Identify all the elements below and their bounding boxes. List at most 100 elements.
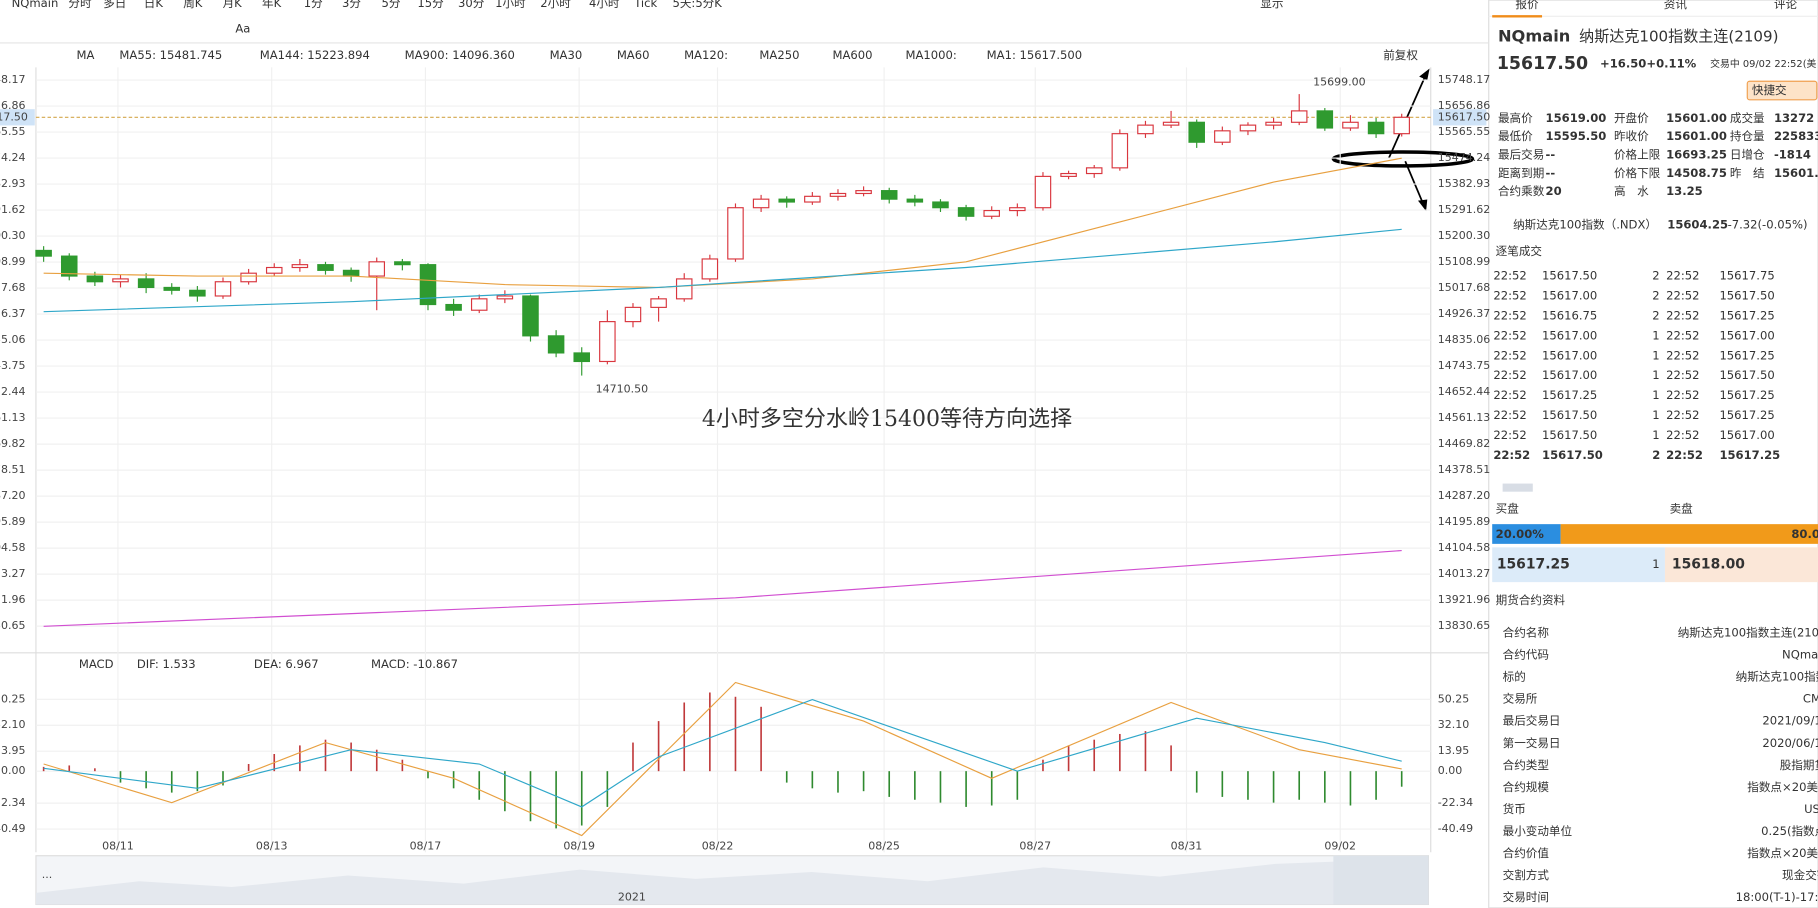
scroll-year: 2021	[618, 890, 646, 903]
trade-cell: 15617.25	[1719, 388, 1774, 402]
toolbar-tab[interactable]: 15分	[417, 0, 444, 10]
legend-entry-inactive[interactable]: MA60	[617, 48, 650, 62]
trade-cell: 2	[1652, 308, 1659, 322]
low-label: 14710.50	[596, 382, 649, 395]
toolbar-tab[interactable]: Tick	[633, 0, 657, 10]
side-panel	[1488, 0, 1818, 908]
stat-value: -1814	[1774, 147, 1811, 161]
y-tick-label: 14469.82	[1438, 437, 1491, 450]
toolbar-tab[interactable]: 分时	[68, 0, 92, 10]
quick-trade-button[interactable]	[1746, 80, 1818, 101]
y-tick-label: -40.49	[1438, 822, 1473, 835]
candle-body	[317, 264, 334, 271]
trade-cell: 22:52	[1666, 408, 1699, 422]
arrowhead	[1417, 199, 1428, 212]
toolbar-tab[interactable]: 2小时	[540, 0, 571, 10]
trade-cell: 15617.50	[1542, 428, 1597, 442]
toolbar-tab[interactable]: 月K	[223, 0, 243, 10]
legend-entry[interactable]: MA900: 14096.360	[405, 48, 515, 62]
trade-cell: 22:52	[1666, 269, 1699, 283]
trade-cell: 2	[1652, 269, 1659, 283]
stat-value: 16693.25	[1666, 147, 1727, 161]
toolbar-tab[interactable]: 5天:5分K	[672, 0, 722, 10]
y-tick-label: 14743.75	[1438, 359, 1491, 372]
annotation-text: 4小时多空分水岭15400等待方向选择	[702, 407, 1072, 432]
ask-box[interactable]	[1664, 547, 1818, 583]
legend-entry-inactive[interactable]: MA30	[550, 48, 583, 62]
y-tick-label: 14378.51	[1438, 463, 1491, 476]
toolbar-tab[interactable]: 年K	[262, 0, 282, 10]
candle-body	[1239, 124, 1257, 132]
y-tick-label-left: 15565.55	[0, 125, 26, 138]
info-label: 合约类型	[1503, 758, 1550, 772]
legend-entry[interactable]: MA55: 15481.745	[119, 48, 222, 62]
y-tick-label-left: 14743.75	[0, 359, 26, 372]
trade-cell: 22:52	[1666, 288, 1699, 302]
candle-body	[112, 278, 129, 283]
section-title: 逐笔成交	[1496, 244, 1543, 258]
toolbar-tab[interactable]: 1小时	[495, 0, 526, 10]
legend-entry-inactive[interactable]: MA250	[759, 48, 799, 62]
stat-label: 日增仓	[1730, 147, 1765, 161]
toolbar-tab[interactable]: 5分	[381, 0, 400, 10]
info-label: 合约规模	[1503, 780, 1550, 794]
candle-body	[957, 207, 975, 217]
legend-entry[interactable]: MACD: -10.867	[371, 657, 458, 671]
y-tick-label-left: 15291.62	[0, 203, 26, 216]
trade-cell: 15617.25	[1719, 308, 1774, 322]
trade-cell: 1	[1652, 328, 1659, 342]
toolbar-tab[interactable]: NQmain	[12, 0, 59, 10]
stat-label: 合约乘数	[1498, 184, 1545, 198]
trade-cell: 1	[1652, 408, 1659, 422]
x-tick-label: 08/31	[1171, 839, 1203, 852]
legend-entry[interactable]: DIF: 1.533	[137, 657, 196, 671]
panel-tab[interactable]: 评论	[1774, 0, 1798, 11]
trade-cell: 22:52	[1493, 368, 1526, 382]
info-value: 现金交割	[1782, 868, 1818, 882]
y-tick-label-left: 13.95	[0, 744, 26, 757]
toolbar-tab[interactable]: 4小时	[589, 0, 620, 10]
display-menu[interactable]: 显示	[1260, 0, 1283, 10]
legend-entry-inactive[interactable]: MA1000:	[906, 48, 957, 62]
y-tick-label: 14195.89	[1438, 515, 1491, 528]
book-sell-label: 卖盘	[1670, 502, 1694, 516]
info-value[interactable]: 纳斯达克100指数	[1736, 670, 1818, 684]
line-series	[43, 681, 1402, 837]
candle-body	[624, 306, 642, 323]
toolbar-tab[interactable]: 多日	[103, 0, 126, 10]
trade-cell: 15617.00	[1542, 348, 1597, 362]
quick-trade-label[interactable]: 快捷交	[1752, 83, 1787, 97]
candle-body	[445, 303, 462, 311]
legend-entry-inactive[interactable]: MA600	[832, 48, 872, 62]
font-button[interactable]: Aa	[235, 22, 250, 36]
panel-tab[interactable]: 报价	[1515, 0, 1539, 11]
toolbar-tab[interactable]: 3分	[342, 0, 361, 10]
y-tick-label-left: 14652.44	[0, 385, 26, 398]
bid-box[interactable]	[1492, 547, 1665, 583]
trade-cell: 15617.25	[1719, 448, 1780, 462]
panel-tab[interactable]: 资讯	[1664, 0, 1688, 11]
toolbar-tab[interactable]: 日K	[144, 0, 164, 10]
annotation-ellipse	[1331, 150, 1475, 168]
stat-label: 高 水	[1614, 184, 1649, 198]
price-tag-label-left: 15617.50	[0, 110, 28, 123]
info-label: 合约名称	[1503, 626, 1550, 640]
toolbar-tab[interactable]: 1分	[304, 0, 323, 10]
stat-label: 最高价	[1498, 111, 1533, 125]
y-tick-label: -22.34	[1438, 796, 1473, 809]
candle-body	[778, 198, 795, 203]
toolbar-tab[interactable]: 30分	[458, 0, 485, 10]
y-tick-label-left: -22.34	[0, 796, 26, 809]
index-name[interactable]: 纳斯达克100指数（.NDX）	[1513, 218, 1657, 232]
toolbar-tab[interactable]: 周K	[183, 0, 203, 10]
stat-value: 15595.50	[1546, 129, 1607, 143]
adjust-button[interactable]: 前复权	[1383, 48, 1418, 62]
legend-entry[interactable]: MA144: 15223.894	[260, 48, 370, 62]
stat-label: 昨 结	[1730, 166, 1765, 180]
legend-entry[interactable]: DEA: 6.967	[254, 657, 319, 671]
scroll-thumb[interactable]	[1333, 855, 1429, 905]
candle-body	[1290, 110, 1308, 123]
legend-entry-inactive[interactable]: MA120:	[684, 48, 728, 62]
price-tag	[1433, 109, 1487, 126]
